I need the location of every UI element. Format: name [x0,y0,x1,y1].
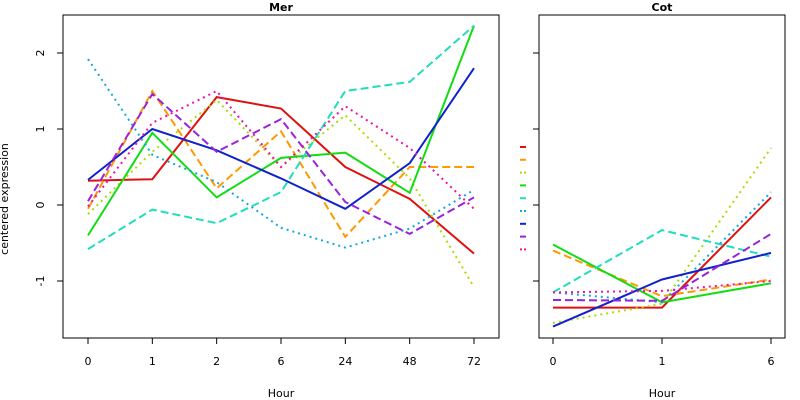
x-tick-label: 2 [213,355,220,368]
x-tick-label: 1 [659,355,666,368]
panel-title: Mer [269,1,293,14]
x-tick-label: 72 [467,355,481,368]
series-line-2 [552,249,772,298]
series-line-8 [552,233,772,302]
y-tick-label: -1 [34,276,47,287]
x-tick-label: 24 [338,355,352,368]
series-line-7 [87,67,475,210]
series-line-3 [552,147,772,324]
series-line-1 [553,196,772,309]
x-tick-label: 6 [768,355,775,368]
series-line-3 [87,98,475,288]
plot-frame [538,14,786,339]
series-line-6 [552,191,772,304]
plot-frame [62,14,500,339]
y-tick-label: 1 [34,126,47,133]
series-line-5 [87,24,475,250]
panel-title: Cot [652,1,673,14]
x-axis-label: Hour [649,387,676,400]
x-tick-label: 0 [85,355,92,368]
series-line-9 [552,280,772,294]
x-tick-label: 6 [278,355,285,368]
series-line-5 [552,229,772,294]
series-line-8 [87,92,475,236]
x-tick-label: 1 [149,355,156,368]
series-line-4 [87,25,475,236]
y-axis-label: centered expression [0,143,11,255]
panel-cot: Cot 0 1 6 Hour [533,1,786,400]
x-axis-label: Hour [268,387,295,400]
series-line-1 [87,96,475,255]
series-line-2 [87,89,474,239]
panel-mer: Mer 0 1 2 6 24 48 72 Hour -1 0 1 2 [34,1,500,400]
series-line-6 [87,58,475,249]
legend [520,146,526,251]
series-line-7 [552,251,772,328]
x-tick-label: 48 [403,355,417,368]
y-tick-label: 2 [34,50,47,57]
x-tick-label: 0 [550,355,557,368]
series-line-9 [87,89,475,210]
y-tick-label: 0 [34,202,47,209]
